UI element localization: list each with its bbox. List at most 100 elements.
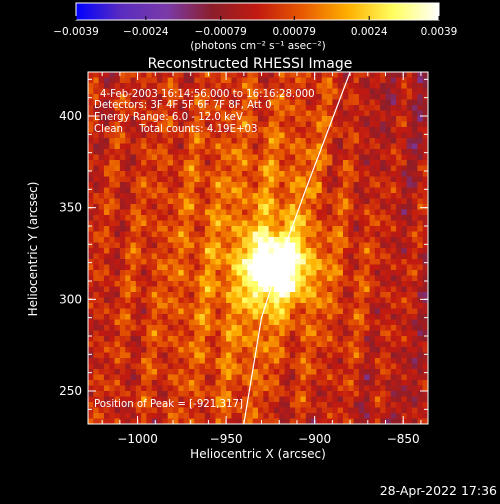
- heatmap-cell: [311, 248, 318, 255]
- heatmap-cell: [242, 391, 248, 398]
- heatmap-cell: [210, 286, 217, 293]
- heatmap-cell: [88, 110, 94, 117]
- heatmap-cell: [343, 418, 349, 424]
- heatmap-cell: [204, 242, 211, 249]
- heatmap-cell: [258, 374, 264, 381]
- heatmap-cell: [284, 253, 291, 260]
- heatmap-cell: [231, 385, 238, 392]
- heatmap-cell: [188, 270, 195, 277]
- heatmap-cell: [305, 138, 312, 145]
- heatmap-cell: [284, 204, 291, 211]
- heatmap-cell: [332, 270, 339, 277]
- heatmap-cell: [88, 132, 94, 139]
- heatmap-cell: [141, 407, 148, 414]
- heatmap-cell: [369, 83, 376, 90]
- heatmap-cell: [119, 396, 126, 403]
- heatmap-cell: [141, 226, 148, 233]
- heatmap-cell: [337, 121, 344, 128]
- heatmap-cell: [268, 88, 275, 95]
- heatmap-cell: [406, 308, 413, 315]
- heatmap-cell: [268, 303, 275, 310]
- heatmap-cell: [109, 176, 116, 183]
- heatmap-cell: [332, 149, 339, 156]
- heatmap-cell: [369, 176, 376, 183]
- heatmap-cell: [353, 242, 360, 249]
- heatmap-cell: [263, 182, 270, 189]
- heatmap-cell: [109, 336, 116, 343]
- heatmap-cell: [215, 72, 222, 79]
- heatmap-cell: [103, 237, 110, 244]
- heatmap-cell: [422, 198, 428, 205]
- heatmap-cell: [199, 248, 206, 255]
- heatmap-cell: [385, 154, 392, 161]
- heatmap-cell: [284, 160, 291, 167]
- heatmap-cell: [268, 72, 275, 79]
- heatmap-cell: [417, 281, 424, 288]
- heatmap-cell: [93, 303, 100, 310]
- heatmap-cell: [268, 292, 275, 299]
- heatmap-cell: [183, 138, 190, 145]
- heatmap-cell: [194, 358, 201, 365]
- heatmap-cell: [327, 215, 333, 222]
- heatmap-cell: [422, 253, 428, 260]
- heatmap-cell: [194, 198, 201, 205]
- heatmap-cell: [146, 237, 153, 244]
- heatmap-cell: [204, 292, 211, 299]
- heatmap-cell: [406, 281, 413, 288]
- heatmap-cell: [98, 209, 105, 216]
- heatmap-cell: [103, 160, 110, 167]
- heatmap-cell: [130, 347, 137, 354]
- heatmap-cell: [247, 341, 254, 348]
- heatmap-cell: [183, 127, 190, 134]
- heatmap-cell: [390, 226, 397, 233]
- heatmap-cell: [284, 286, 291, 293]
- heatmap-cell: [220, 193, 227, 200]
- heatmap-cell: [385, 77, 392, 84]
- heatmap-cell: [295, 325, 302, 332]
- heatmap-cell: [109, 127, 116, 134]
- heatmap-cell: [295, 308, 302, 315]
- heatmap-cell: [348, 380, 355, 387]
- heatmap-cell: [98, 347, 105, 354]
- heatmap-cell: [422, 341, 428, 348]
- heatmap-cell: [273, 391, 280, 398]
- heatmap-cell: [401, 336, 408, 343]
- heatmap-cell: [406, 231, 413, 238]
- heatmap-cell: [162, 77, 169, 84]
- annotation-peak-position: Position of Peak = [-921,317]: [94, 399, 243, 410]
- heatmap-cell: [231, 88, 238, 95]
- heatmap-cell: [353, 297, 360, 304]
- heatmap-cell: [327, 292, 333, 299]
- heatmap-cell: [353, 171, 360, 178]
- heatmap-cell: [183, 380, 190, 387]
- heatmap-cell: [311, 363, 318, 370]
- heatmap-cell: [247, 72, 254, 79]
- heatmap-cell: [316, 215, 323, 222]
- heatmap-cell: [337, 275, 344, 282]
- heatmap-cell: [263, 83, 270, 90]
- heatmap-cell: [194, 369, 201, 376]
- heatmap-cell: [417, 220, 424, 227]
- heatmap-cell: [210, 154, 217, 161]
- heatmap-cell: [204, 341, 211, 348]
- heatmap-cell: [401, 72, 408, 79]
- heatmap-cell: [353, 270, 360, 277]
- heatmap-cell: [263, 77, 270, 84]
- heatmap-cell: [273, 160, 280, 167]
- annotation-energy-range: Energy Range: 6.0 - 12.0 keV: [94, 112, 243, 123]
- heatmap-cell: [369, 182, 376, 189]
- heatmap-cell: [119, 259, 126, 266]
- heatmap-cell: [167, 297, 174, 304]
- heatmap-cell: [300, 303, 307, 310]
- heatmap-cell: [135, 88, 142, 95]
- heatmap-cell: [162, 358, 169, 365]
- heatmap-cell: [98, 176, 105, 183]
- heatmap-cell: [210, 391, 217, 398]
- heatmap-cell: [157, 204, 163, 211]
- heatmap-cell: [358, 325, 365, 332]
- heatmap-cell: [236, 215, 243, 222]
- heatmap-cell: [151, 281, 158, 288]
- heatmap-cell: [167, 380, 174, 387]
- heatmap-cell: [204, 407, 211, 414]
- footer-timestamp: 28-Apr-2022 17:36: [380, 483, 497, 498]
